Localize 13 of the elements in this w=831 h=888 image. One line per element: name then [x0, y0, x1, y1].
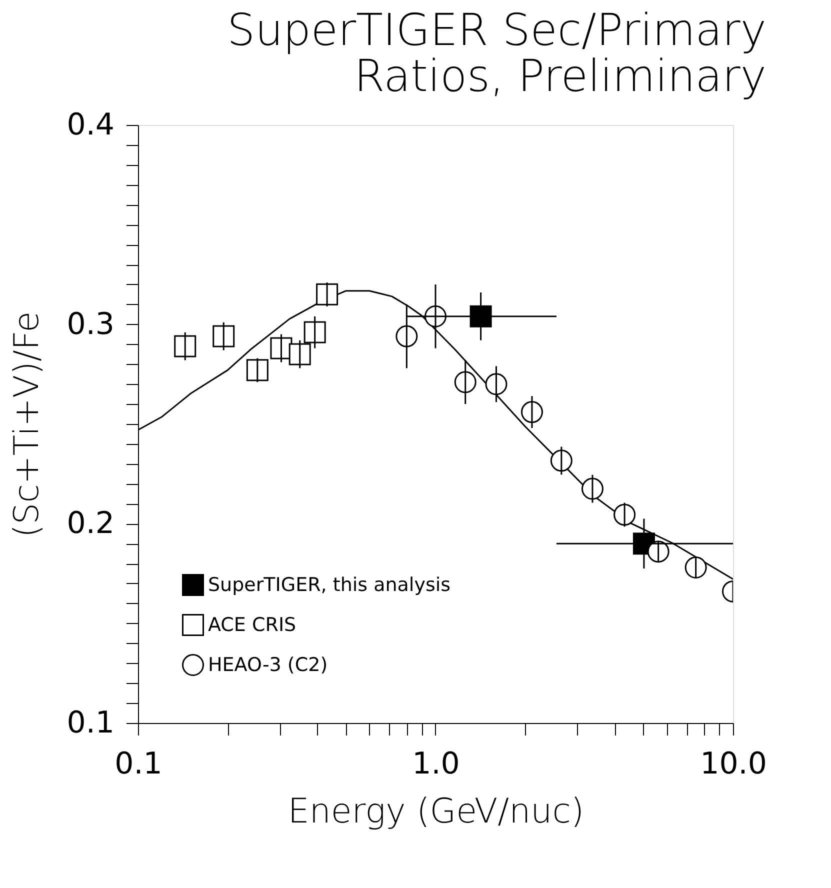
x-tick-label: 10.0 [700, 746, 767, 782]
legend-label: SuperTIGER, this analysis [208, 574, 451, 596]
y-tick-label: 0.4 [66, 108, 114, 142]
y-axis-title: (Sc+Ti+V)/Fe [6, 311, 47, 538]
legend-label: ACE CRIS [208, 614, 296, 636]
legend-label: HEAO-3 (C2) [208, 654, 328, 676]
y-tick-label: 0.1 [66, 706, 114, 740]
x-axis-title: Energy (GeV/nuc) [288, 792, 584, 832]
chart-title: SuperTIGER Sec/Primary Ratios, Preliminary [227, 5, 766, 102]
x-tick-label: 1.0 [412, 746, 460, 782]
y-tick-label: 0.2 [66, 506, 114, 542]
x-tick-label: 0.1 [114, 746, 162, 782]
y-tick-label: 0.3 [66, 306, 114, 342]
